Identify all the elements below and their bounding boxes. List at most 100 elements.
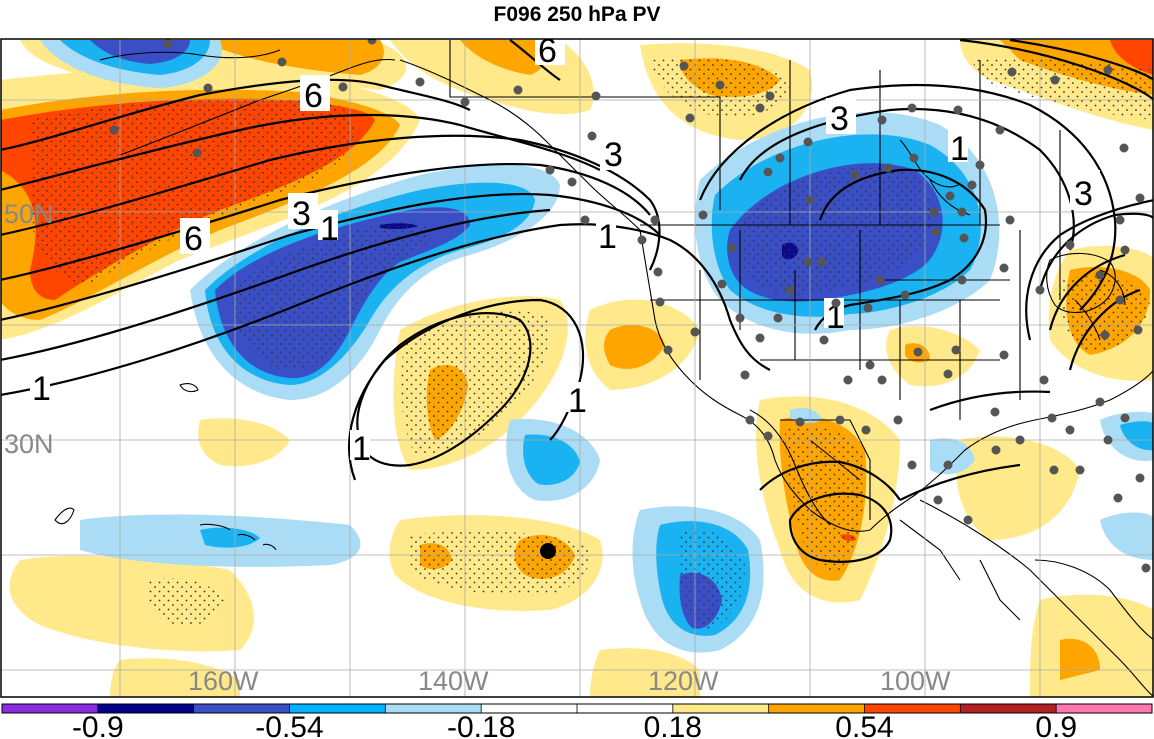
station-marker bbox=[931, 227, 941, 237]
station-marker bbox=[1039, 375, 1049, 385]
contour-label: 1 bbox=[320, 210, 339, 248]
contour-label: 3 bbox=[830, 100, 849, 138]
station-marker bbox=[637, 235, 647, 245]
colorbar-label: -0.9 bbox=[72, 711, 124, 739]
station-marker bbox=[999, 350, 1009, 360]
station-marker bbox=[959, 233, 969, 243]
station-marker bbox=[1115, 295, 1125, 305]
station-marker bbox=[795, 417, 805, 427]
station-marker bbox=[995, 125, 1005, 135]
station-marker bbox=[740, 370, 750, 380]
colorbar-segment bbox=[768, 704, 865, 713]
colorbar-segment bbox=[481, 704, 578, 713]
station-marker bbox=[1135, 193, 1145, 203]
map-field: 6 6 6 3 3 3 3 1 1 1 1 1 1 1 bbox=[1, 39, 1153, 697]
colorbar-segment bbox=[289, 704, 386, 713]
colorbar-segment bbox=[672, 704, 770, 713]
station-marker bbox=[1050, 75, 1060, 85]
colorbar-segment bbox=[385, 704, 482, 713]
colorbar-segment bbox=[2, 704, 99, 713]
station-marker bbox=[338, 82, 348, 92]
coastlines bbox=[54, 40, 1153, 697]
station-marker bbox=[975, 160, 985, 170]
lat-label: 30N bbox=[4, 429, 54, 459]
station-marker bbox=[775, 153, 785, 163]
station-marker bbox=[735, 313, 745, 323]
station-marker bbox=[1095, 397, 1105, 407]
station-marker bbox=[663, 345, 673, 355]
station-marker bbox=[1135, 473, 1145, 483]
contour-label: 1 bbox=[32, 370, 51, 408]
colorbar bbox=[2, 704, 1153, 713]
station-marker bbox=[755, 333, 765, 343]
station-marker bbox=[1049, 465, 1059, 475]
station-marker bbox=[907, 103, 917, 113]
station-marker bbox=[835, 415, 845, 425]
station-marker bbox=[943, 369, 953, 379]
colorbar-segment bbox=[864, 704, 961, 713]
station-marker bbox=[763, 431, 773, 441]
station-marker bbox=[933, 495, 943, 505]
station-marker bbox=[907, 460, 917, 470]
station-marker bbox=[875, 275, 885, 285]
station-marker bbox=[587, 131, 597, 141]
station-marker bbox=[715, 80, 725, 90]
station-marker bbox=[1133, 325, 1143, 335]
station-marker bbox=[567, 177, 577, 187]
highlight-marker bbox=[540, 543, 556, 559]
station-marker bbox=[877, 115, 887, 125]
colorbar-segment bbox=[1056, 704, 1153, 713]
station-marker bbox=[1120, 413, 1130, 423]
contour-label: 1 bbox=[568, 382, 587, 420]
station-marker bbox=[192, 148, 202, 158]
colorbar-label: 0.54 bbox=[835, 711, 893, 739]
station-marker bbox=[755, 103, 765, 113]
station-marker bbox=[717, 279, 727, 289]
station-marker bbox=[953, 105, 963, 115]
colorbar-labels: -0.9 -0.54 -0.18 0.18 0.54 0.9 bbox=[72, 711, 1077, 739]
colorbar-label: -0.18 bbox=[447, 711, 515, 739]
lon-label: 100W bbox=[880, 666, 951, 696]
station-marker bbox=[1103, 65, 1113, 75]
station-marker bbox=[1065, 425, 1075, 435]
contour-label: 6 bbox=[184, 220, 203, 258]
colorbar-label: 0.9 bbox=[1035, 711, 1077, 739]
station-marker bbox=[1141, 563, 1151, 573]
station-marker bbox=[850, 170, 860, 180]
station-marker bbox=[785, 285, 795, 295]
station-marker bbox=[367, 39, 377, 45]
station-marker bbox=[773, 313, 783, 323]
station-marker bbox=[945, 191, 955, 201]
lon-label: 140W bbox=[418, 666, 489, 696]
station-marker bbox=[580, 215, 590, 225]
station-marker bbox=[698, 210, 708, 220]
station-marker bbox=[883, 163, 893, 173]
map-frame bbox=[0, 38, 1154, 698]
station-marker bbox=[805, 195, 815, 205]
lon-label: 120W bbox=[648, 666, 719, 696]
station-marker bbox=[1100, 330, 1110, 340]
colorbar-segment bbox=[960, 704, 1057, 713]
station-markers bbox=[109, 39, 1151, 573]
station-marker bbox=[460, 97, 470, 107]
station-marker bbox=[957, 275, 967, 285]
station-marker bbox=[591, 91, 601, 101]
station-marker bbox=[1035, 285, 1045, 295]
station-marker bbox=[951, 345, 961, 355]
contour-label: 3 bbox=[292, 195, 311, 233]
chart-title: F096 250 hPa PV bbox=[493, 3, 661, 26]
station-marker bbox=[679, 61, 689, 71]
colorbar-segment bbox=[193, 704, 290, 713]
station-marker bbox=[763, 167, 773, 177]
pv-contours bbox=[1, 39, 1153, 563]
station-marker bbox=[803, 257, 813, 267]
colorbar-segment bbox=[577, 704, 674, 713]
station-marker bbox=[803, 137, 813, 147]
station-marker bbox=[1047, 413, 1057, 423]
station-marker bbox=[545, 165, 555, 175]
station-marker bbox=[1113, 493, 1123, 503]
colorbar-frame bbox=[1, 703, 1153, 714]
station-marker bbox=[1005, 215, 1015, 225]
contour-label: 1 bbox=[950, 130, 969, 168]
